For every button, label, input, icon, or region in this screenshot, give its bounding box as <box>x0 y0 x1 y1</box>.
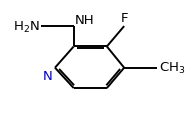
Text: H$_2$N: H$_2$N <box>13 19 40 34</box>
Text: F: F <box>120 12 128 25</box>
Text: N: N <box>42 70 52 83</box>
Text: CH$_3$: CH$_3$ <box>159 61 185 76</box>
Text: NH: NH <box>75 14 95 26</box>
